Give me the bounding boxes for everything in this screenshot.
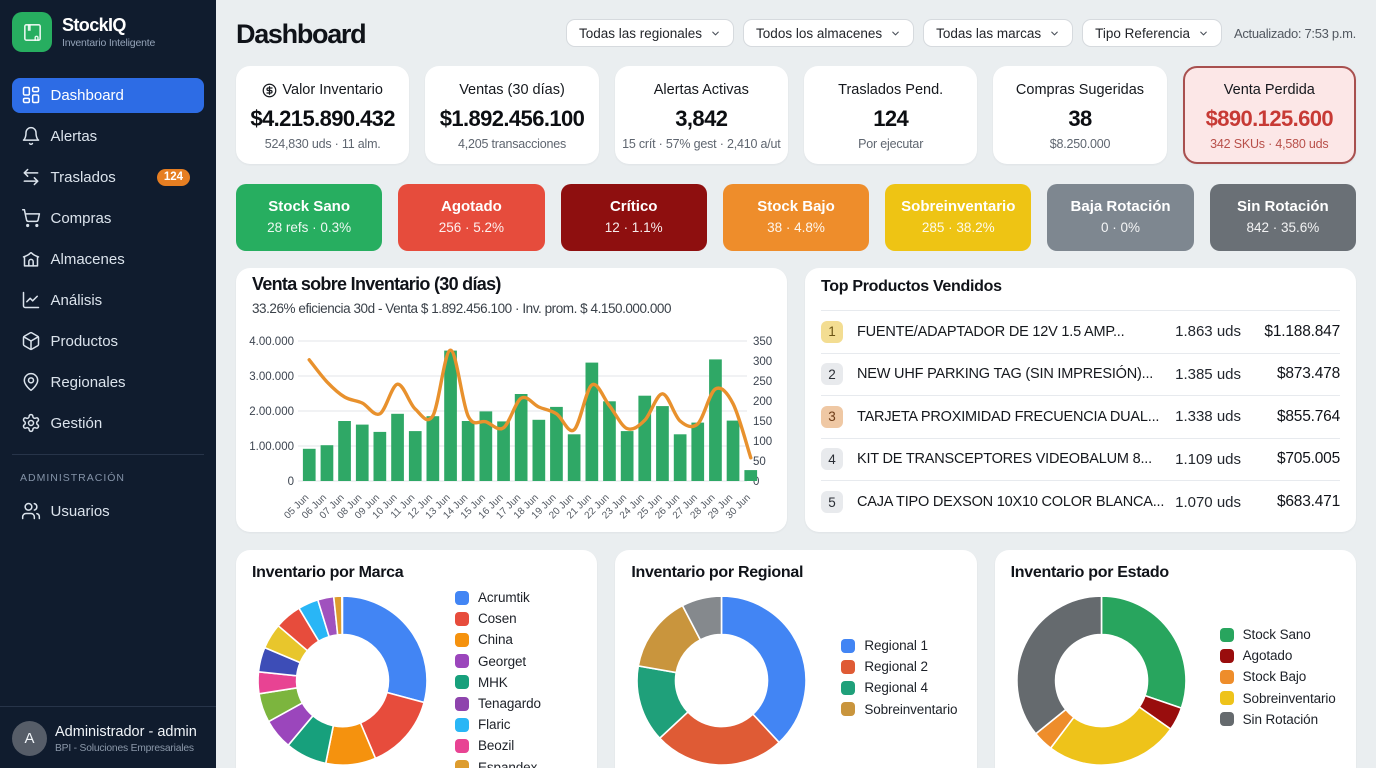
svg-text:2.00.000: 2.00.000: [249, 406, 294, 418]
svg-text:4.00.000: 4.00.000: [249, 336, 294, 348]
svg-text:350: 350: [753, 336, 772, 348]
svg-text:0: 0: [753, 476, 759, 488]
svg-text:0: 0: [288, 476, 294, 488]
svg-text:3.00.000: 3.00.000: [249, 371, 294, 383]
svg-text:50: 50: [753, 456, 766, 468]
svg-text:1.00.000: 1.00.000: [249, 441, 294, 453]
svg-text:300: 300: [753, 356, 772, 368]
svg-text:100: 100: [753, 436, 772, 448]
svg-text:150: 150: [753, 416, 772, 428]
svg-text:250: 250: [753, 376, 772, 388]
svg-text:200: 200: [753, 396, 772, 408]
